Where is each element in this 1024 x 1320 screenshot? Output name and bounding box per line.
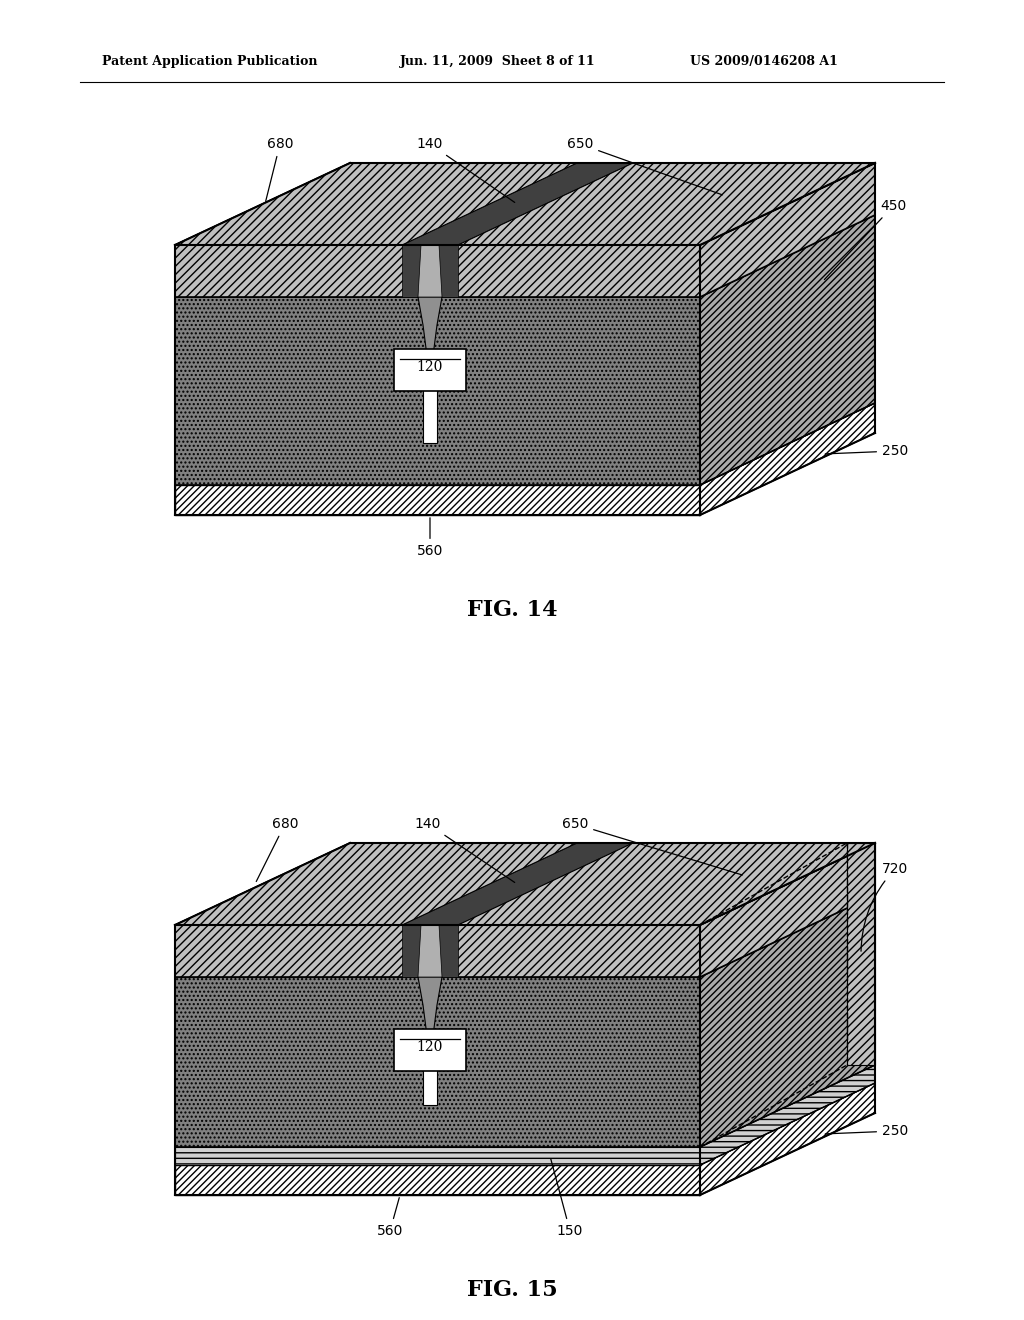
Text: 140: 140: [417, 137, 515, 202]
Polygon shape: [175, 843, 577, 925]
Polygon shape: [700, 895, 874, 1147]
Text: FIG. 14: FIG. 14: [467, 599, 557, 620]
Polygon shape: [402, 246, 458, 297]
Text: 650: 650: [562, 817, 742, 875]
Text: 720: 720: [861, 862, 908, 952]
Text: Jun. 11, 2009  Sheet 8 of 11: Jun. 11, 2009 Sheet 8 of 11: [400, 55, 596, 69]
Polygon shape: [175, 297, 700, 484]
Polygon shape: [175, 1147, 700, 1166]
Polygon shape: [700, 162, 874, 297]
Text: 560: 560: [377, 1197, 403, 1238]
Polygon shape: [700, 1065, 874, 1166]
Polygon shape: [700, 1082, 874, 1195]
Text: 680: 680: [265, 137, 293, 202]
Polygon shape: [418, 297, 442, 352]
Polygon shape: [175, 977, 700, 1147]
Polygon shape: [402, 162, 633, 246]
Text: US 2009/0146208 A1: US 2009/0146208 A1: [690, 55, 838, 69]
Polygon shape: [418, 977, 442, 1032]
Polygon shape: [458, 843, 874, 925]
Text: 140: 140: [415, 817, 515, 883]
Text: 250: 250: [825, 444, 908, 458]
Polygon shape: [700, 843, 874, 977]
Polygon shape: [175, 843, 874, 925]
Polygon shape: [402, 843, 633, 925]
Text: 680: 680: [256, 817, 298, 882]
Text: 250: 250: [825, 1125, 908, 1138]
Polygon shape: [847, 843, 874, 1065]
FancyBboxPatch shape: [394, 348, 466, 391]
Text: 560: 560: [417, 517, 443, 558]
Polygon shape: [700, 215, 874, 484]
Text: 120: 120: [417, 1040, 443, 1053]
Polygon shape: [458, 162, 874, 246]
Text: FIG. 15: FIG. 15: [467, 1279, 557, 1302]
Text: 120: 120: [417, 360, 443, 374]
Polygon shape: [418, 925, 442, 977]
Text: 650: 650: [567, 137, 722, 195]
Polygon shape: [175, 246, 700, 297]
Polygon shape: [700, 403, 874, 515]
FancyBboxPatch shape: [394, 1030, 466, 1071]
Polygon shape: [423, 355, 437, 444]
Polygon shape: [418, 246, 442, 297]
Polygon shape: [423, 1035, 437, 1105]
Polygon shape: [175, 484, 700, 515]
Polygon shape: [175, 162, 874, 246]
Polygon shape: [175, 925, 700, 977]
Polygon shape: [402, 925, 458, 977]
Text: Patent Application Publication: Patent Application Publication: [102, 55, 317, 69]
Text: 450: 450: [824, 199, 906, 280]
Text: 150: 150: [551, 1159, 584, 1238]
Polygon shape: [175, 162, 577, 246]
Polygon shape: [175, 1166, 700, 1195]
